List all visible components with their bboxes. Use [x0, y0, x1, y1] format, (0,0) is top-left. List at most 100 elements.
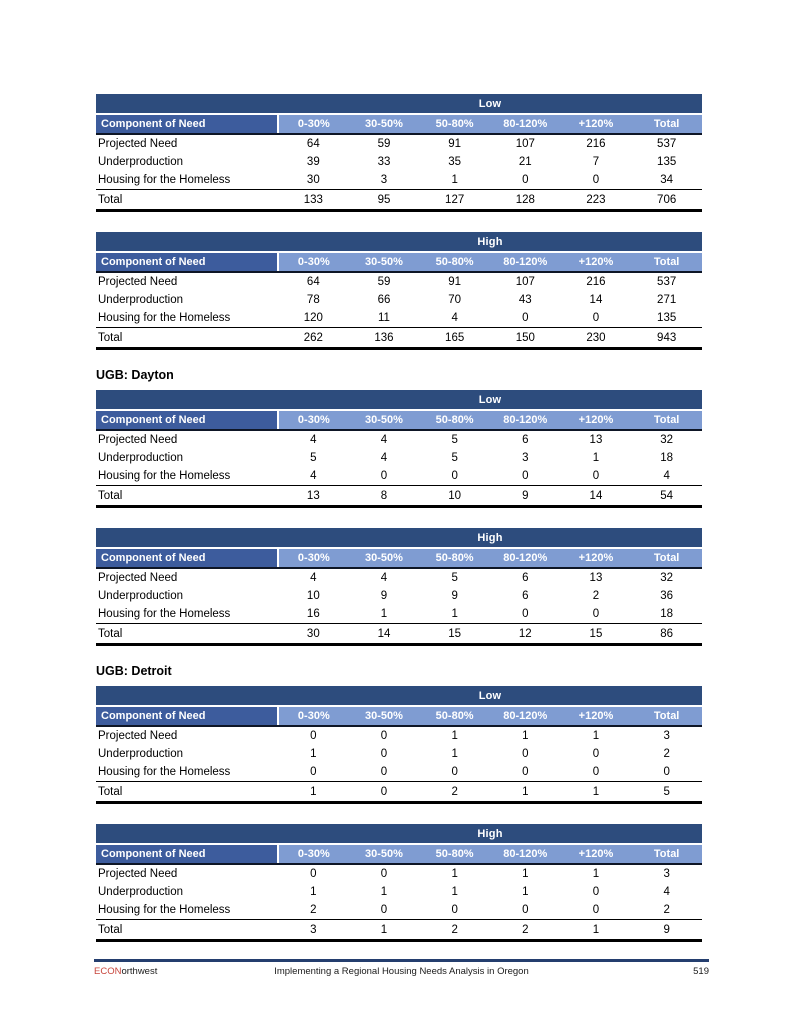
table-row: Projected Need 0 0 1 1 1 3 [96, 864, 702, 883]
cell-value: 2 [663, 904, 670, 916]
cell-value: 30 [306, 174, 320, 186]
column-header: 30-50% [348, 410, 420, 431]
cell-value: 1 [522, 886, 529, 898]
cell-value: 2 [592, 590, 600, 602]
total-value: 136 [348, 327, 420, 350]
column-header: 0-30% [278, 706, 349, 727]
cell-value: 0 [380, 470, 388, 482]
cell-value: 5 [451, 572, 458, 584]
total-value: 2 [419, 919, 490, 942]
row-label: Projected Need [98, 868, 178, 880]
total-value: 15 [419, 623, 490, 646]
cell-value: 70 [448, 294, 462, 306]
table-row: Housing for the Homeless 2 0 0 0 0 2 [96, 901, 702, 920]
column-header-row: Component of Need 0-30% 30-50% 50-80% 80-120… [96, 252, 702, 273]
total-value: 165 [419, 327, 490, 350]
cell-value: 3 [663, 868, 670, 880]
scenario-label: High [278, 528, 702, 549]
table-row: Underproduction 39 33 35 21 7 135 [96, 153, 702, 171]
row-label: Underproduction [98, 452, 184, 464]
cell-value: 78 [306, 294, 320, 306]
cell-value: 0 [451, 470, 458, 482]
row-label: Projected Need [98, 138, 178, 150]
cell-value: 13 [589, 434, 603, 446]
cell-value: 59 [377, 276, 391, 288]
cell-value: 35 [448, 156, 462, 168]
total-value: 133 [278, 189, 349, 212]
total-value: 1 [560, 781, 632, 804]
total-value: 943 [631, 327, 702, 350]
column-header: 30-50% [348, 706, 420, 727]
column-header-row: Component of Need 0-30% 30-50% 50-80% 80-120… [96, 410, 702, 431]
total-value: 1 [348, 919, 420, 942]
column-header: Total [631, 706, 702, 727]
cell-value: 39 [306, 156, 320, 168]
needs-table-detroit-high: High Component of Need 0-30% 30-50% 50-80% 80… [96, 824, 702, 942]
cell-value: 0 [310, 730, 317, 742]
cell-value: 4 [380, 572, 388, 584]
page-number: 519 [693, 966, 709, 977]
table-row: Underproduction 78 66 70 43 14 271 [96, 291, 702, 309]
cell-value: 3 [380, 174, 388, 186]
row-label: Housing for the Homeless [98, 174, 231, 186]
total-label: Total [96, 919, 278, 942]
row-label: Underproduction [98, 886, 184, 898]
cell-value: 5 [451, 434, 458, 446]
column-header: 0-30% [278, 252, 349, 273]
scenario-band-row: High [96, 528, 702, 549]
total-value: 9 [631, 919, 702, 942]
cell-value: 120 [303, 312, 323, 324]
cell-value: 4 [380, 434, 388, 446]
table-row: Projected Need 4 4 5 6 13 32 [96, 430, 702, 449]
table-row: Housing for the Homeless 4 0 0 0 0 4 [96, 467, 702, 486]
table-row: Housing for the Homeless 120 11 4 0 0 135 [96, 309, 702, 328]
total-value: 95 [348, 189, 420, 212]
row-label: Projected Need [98, 434, 178, 446]
row-header-label: Component of Need [96, 410, 279, 431]
column-header: 0-30% [278, 114, 349, 135]
cell-value: 0 [522, 470, 529, 482]
cell-value: 4 [663, 886, 670, 898]
scenario-spacer-cell [96, 94, 278, 115]
column-header-row: Component of Need 0-30% 30-50% 50-80% 80-120… [96, 114, 702, 135]
total-value: 8 [348, 485, 420, 508]
cell-value: 0 [380, 766, 388, 778]
scenario-spacer-cell [96, 686, 278, 707]
scenario-label: Low [278, 686, 702, 707]
cell-value: 4 [310, 572, 317, 584]
total-value: 262 [278, 327, 349, 350]
column-header: 30-50% [348, 844, 420, 865]
cell-value: 1 [522, 730, 529, 742]
needs-table-dayton-high: High Component of Need 0-30% 30-50% 50-80% 80… [96, 528, 702, 646]
cell-value: 271 [657, 294, 677, 306]
cell-value: 66 [377, 294, 391, 306]
footer-title: Implementing a Regional Housing Needs An… [274, 966, 529, 977]
row-label: Housing for the Homeless [98, 312, 231, 324]
cell-value: 91 [448, 138, 462, 150]
row-label: Projected Need [98, 276, 178, 288]
cell-value: 216 [586, 276, 606, 288]
total-row: Total 3 1 2 2 1 9 [96, 919, 702, 942]
cell-value: 537 [657, 138, 677, 150]
column-header: 80-120% [489, 114, 561, 135]
column-header: +120% [560, 114, 632, 135]
page-footer: ECONorthwest Implementing a Regional Hou… [94, 959, 709, 977]
cell-value: 0 [522, 904, 529, 916]
scenario-spacer-cell [96, 390, 278, 411]
cell-value: 4 [310, 434, 317, 446]
column-header: 80-120% [489, 252, 561, 273]
row-header-label: Component of Need [96, 548, 279, 569]
cell-value: 3 [663, 730, 670, 742]
needs-table-summary-high: High Component of Need 0-30% 30-50% 50-80% 80… [96, 232, 702, 350]
total-label: Total [96, 623, 278, 646]
total-row: Total 30 14 15 12 15 86 [96, 623, 702, 646]
scenario-label: Low [278, 94, 702, 115]
total-value: 2 [419, 781, 490, 804]
total-value: 14 [560, 485, 632, 508]
cell-value: 4 [663, 470, 670, 482]
table-row: Projected Need 0 0 1 1 1 3 [96, 726, 702, 745]
scenario-band-row: Low [96, 94, 702, 115]
column-header: +120% [560, 706, 632, 727]
cell-value: 16 [306, 608, 320, 620]
column-header: 50-80% [419, 548, 490, 569]
